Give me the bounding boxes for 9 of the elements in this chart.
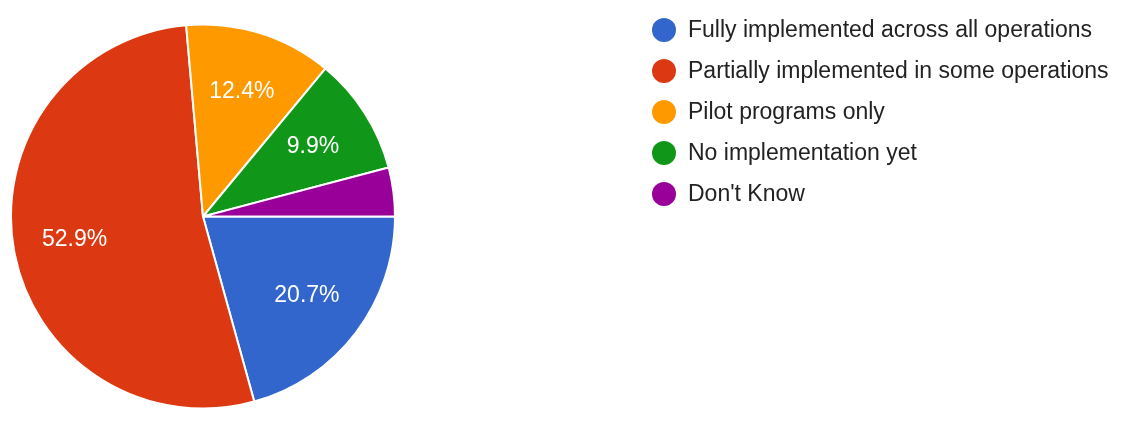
legend-label: Fully implemented across all operations [688, 15, 1092, 44]
legend-label: Partially implemented in some operations [688, 56, 1109, 85]
legend-label: Don't Know [688, 179, 805, 208]
data-label: 20.7% [274, 280, 340, 307]
data-label: 9.9% [286, 131, 340, 158]
legend-label: No implementation yet [688, 138, 917, 167]
data-label: 52.9% [41, 225, 108, 252]
data-label: 12.4% [209, 77, 275, 104]
legend-label: Pilot programs only [688, 97, 885, 126]
